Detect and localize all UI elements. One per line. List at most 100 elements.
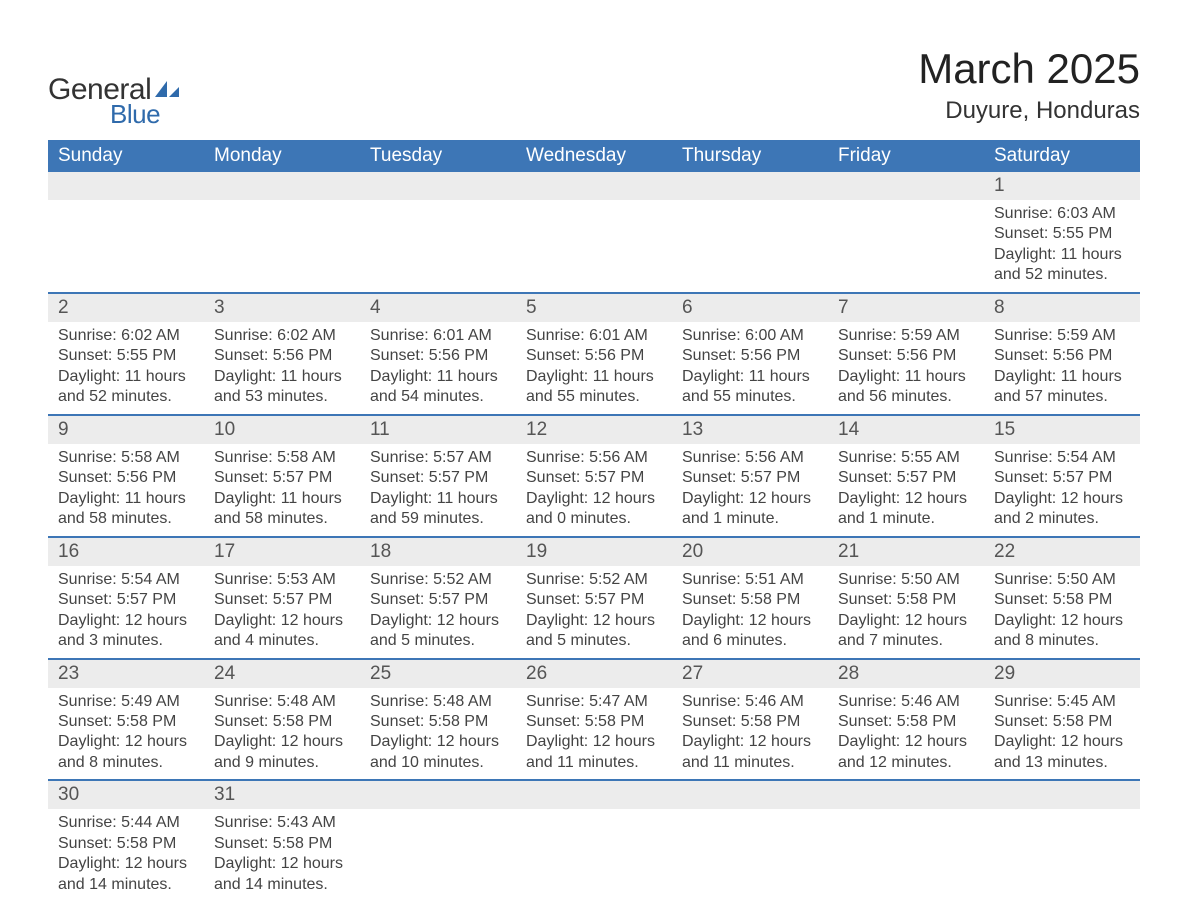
day-detail-cell: Sunrise: 6:01 AMSunset: 5:56 PMDaylight:… xyxy=(360,322,516,415)
day-detail-cell xyxy=(672,809,828,901)
daylight-text: Daylight: 12 hours xyxy=(58,732,194,752)
daylight-text: Daylight: 12 hours xyxy=(526,732,662,752)
day-detail-row: Sunrise: 5:44 AMSunset: 5:58 PMDaylight:… xyxy=(48,809,1140,901)
day-number-cell: 22 xyxy=(984,537,1140,566)
sunset-text: Sunset: 5:58 PM xyxy=(838,712,974,732)
daylight-text: Daylight: 12 hours xyxy=(58,854,194,874)
day-detail-cell: Sunrise: 5:56 AMSunset: 5:57 PMDaylight:… xyxy=(672,444,828,537)
sunrise-text: Sunrise: 5:46 AM xyxy=(682,692,818,712)
sunset-text: Sunset: 5:58 PM xyxy=(994,712,1130,732)
day-detail-cell: Sunrise: 5:54 AMSunset: 5:57 PMDaylight:… xyxy=(48,566,204,659)
day-number-cell: 31 xyxy=(204,780,360,809)
daylight-text: and 7 minutes. xyxy=(838,631,974,651)
sunrise-text: Sunrise: 6:01 AM xyxy=(526,326,662,346)
daylight-text: and 54 minutes. xyxy=(370,387,506,407)
day-detail-cell: Sunrise: 5:44 AMSunset: 5:58 PMDaylight:… xyxy=(48,809,204,901)
title-block: March 2025 Duyure, Honduras xyxy=(918,45,1140,125)
daylight-text: and 0 minutes. xyxy=(526,509,662,529)
daylight-text: Daylight: 11 hours xyxy=(994,367,1130,387)
day-number-row: 2345678 xyxy=(48,293,1140,322)
day-detail-cell: Sunrise: 5:55 AMSunset: 5:57 PMDaylight:… xyxy=(828,444,984,537)
day-number-cell: 13 xyxy=(672,415,828,444)
daylight-text: and 14 minutes. xyxy=(58,875,194,895)
sunrise-text: Sunrise: 6:00 AM xyxy=(682,326,818,346)
sunset-text: Sunset: 5:56 PM xyxy=(58,468,194,488)
sunset-text: Sunset: 5:58 PM xyxy=(682,712,818,732)
sunrise-text: Sunrise: 5:59 AM xyxy=(838,326,974,346)
sunset-text: Sunset: 5:56 PM xyxy=(682,346,818,366)
day-number-cell xyxy=(984,780,1140,809)
day-number-cell: 4 xyxy=(360,293,516,322)
sunrise-text: Sunrise: 5:45 AM xyxy=(994,692,1130,712)
day-detail-cell: Sunrise: 6:01 AMSunset: 5:56 PMDaylight:… xyxy=(516,322,672,415)
day-detail-cell: Sunrise: 6:02 AMSunset: 5:56 PMDaylight:… xyxy=(204,322,360,415)
sunrise-text: Sunrise: 5:52 AM xyxy=(526,570,662,590)
daylight-text: and 6 minutes. xyxy=(682,631,818,651)
sunset-text: Sunset: 5:55 PM xyxy=(58,346,194,366)
day-number-cell: 25 xyxy=(360,659,516,688)
sunset-text: Sunset: 5:57 PM xyxy=(682,468,818,488)
sunrise-text: Sunrise: 5:49 AM xyxy=(58,692,194,712)
day-detail-cell xyxy=(672,200,828,293)
daylight-text: and 52 minutes. xyxy=(58,387,194,407)
sunrise-text: Sunrise: 5:50 AM xyxy=(838,570,974,590)
day-detail-cell xyxy=(204,200,360,293)
sunrise-text: Sunrise: 5:47 AM xyxy=(526,692,662,712)
day-number-cell xyxy=(360,780,516,809)
day-number-cell xyxy=(672,172,828,200)
day-detail-cell xyxy=(360,200,516,293)
sunset-text: Sunset: 5:56 PM xyxy=(838,346,974,366)
day-detail-cell xyxy=(984,809,1140,901)
day-number-cell: 17 xyxy=(204,537,360,566)
day-detail-cell: Sunrise: 5:48 AMSunset: 5:58 PMDaylight:… xyxy=(204,688,360,781)
daylight-text: and 1 minute. xyxy=(838,509,974,529)
day-number-cell xyxy=(672,780,828,809)
day-detail-row: Sunrise: 5:58 AMSunset: 5:56 PMDaylight:… xyxy=(48,444,1140,537)
day-detail-cell: Sunrise: 5:50 AMSunset: 5:58 PMDaylight:… xyxy=(828,566,984,659)
sunset-text: Sunset: 5:56 PM xyxy=(214,346,350,366)
sunrise-text: Sunrise: 5:55 AM xyxy=(838,448,974,468)
daylight-text: Daylight: 12 hours xyxy=(838,611,974,631)
calendar-body: 1 Sunrise: 6:03 AMSunset: 5:55 PMDayligh… xyxy=(48,172,1140,901)
sunset-text: Sunset: 5:56 PM xyxy=(994,346,1130,366)
daylight-text: and 11 minutes. xyxy=(526,753,662,773)
daylight-text: and 5 minutes. xyxy=(370,631,506,651)
daylight-text: and 11 minutes. xyxy=(682,753,818,773)
sunset-text: Sunset: 5:58 PM xyxy=(526,712,662,732)
daylight-text: Daylight: 12 hours xyxy=(214,854,350,874)
daylight-text: and 14 minutes. xyxy=(214,875,350,895)
day-header: Thursday xyxy=(672,140,828,172)
day-detail-cell: Sunrise: 5:58 AMSunset: 5:56 PMDaylight:… xyxy=(48,444,204,537)
day-header: Friday xyxy=(828,140,984,172)
daylight-text: Daylight: 12 hours xyxy=(838,489,974,509)
daylight-text: Daylight: 12 hours xyxy=(214,611,350,631)
day-number-cell: 8 xyxy=(984,293,1140,322)
day-detail-cell: Sunrise: 6:03 AMSunset: 5:55 PMDaylight:… xyxy=(984,200,1140,293)
day-detail-cell: Sunrise: 5:59 AMSunset: 5:56 PMDaylight:… xyxy=(984,322,1140,415)
day-number-cell xyxy=(360,172,516,200)
sunrise-text: Sunrise: 6:03 AM xyxy=(994,204,1130,224)
calendar-table: Sunday Monday Tuesday Wednesday Thursday… xyxy=(48,140,1140,901)
header: General Blue March 2025 Duyure, Honduras xyxy=(48,45,1140,130)
day-number-row: 3031 xyxy=(48,780,1140,809)
day-detail-cell: Sunrise: 5:50 AMSunset: 5:58 PMDaylight:… xyxy=(984,566,1140,659)
sunrise-text: Sunrise: 5:48 AM xyxy=(370,692,506,712)
day-number-cell: 7 xyxy=(828,293,984,322)
day-detail-cell: Sunrise: 5:52 AMSunset: 5:57 PMDaylight:… xyxy=(360,566,516,659)
day-number-row: 16171819202122 xyxy=(48,537,1140,566)
daylight-text: Daylight: 11 hours xyxy=(370,367,506,387)
daylight-text: Daylight: 12 hours xyxy=(526,611,662,631)
daylight-text: and 52 minutes. xyxy=(994,265,1130,285)
day-number-cell: 21 xyxy=(828,537,984,566)
sunrise-text: Sunrise: 5:56 AM xyxy=(682,448,818,468)
sunrise-text: Sunrise: 6:01 AM xyxy=(370,326,506,346)
day-detail-cell: Sunrise: 5:54 AMSunset: 5:57 PMDaylight:… xyxy=(984,444,1140,537)
day-header: Saturday xyxy=(984,140,1140,172)
sunrise-text: Sunrise: 5:48 AM xyxy=(214,692,350,712)
sunset-text: Sunset: 5:57 PM xyxy=(370,590,506,610)
day-detail-cell: Sunrise: 5:51 AMSunset: 5:58 PMDaylight:… xyxy=(672,566,828,659)
sunrise-text: Sunrise: 5:43 AM xyxy=(214,813,350,833)
day-number-cell: 16 xyxy=(48,537,204,566)
month-title: March 2025 xyxy=(918,45,1140,93)
day-header: Monday xyxy=(204,140,360,172)
